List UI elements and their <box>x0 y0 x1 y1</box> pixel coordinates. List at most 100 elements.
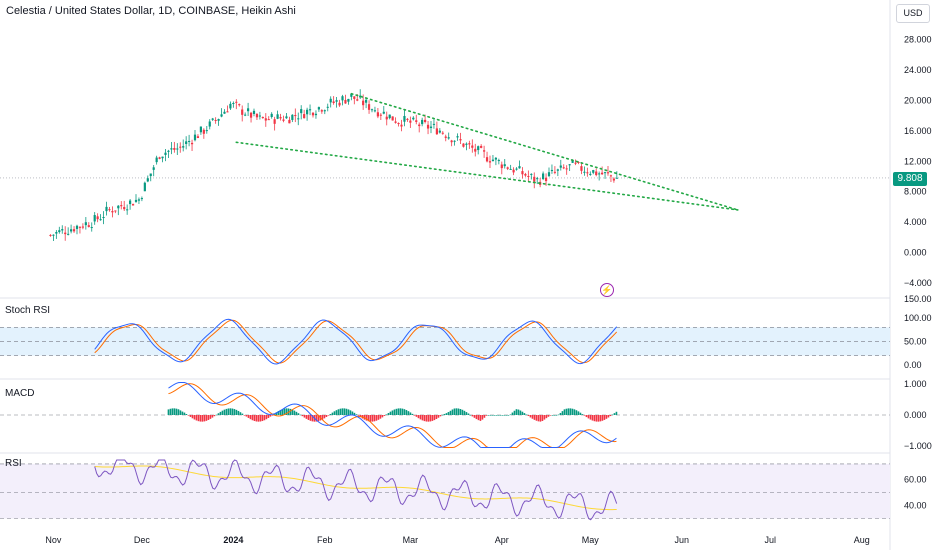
macd-histogram-bar <box>385 414 388 416</box>
macd-histogram-bar <box>177 409 180 415</box>
macd-histogram-bar <box>571 408 574 415</box>
macd-label: MACD <box>5 388 35 399</box>
macd-histogram-bar <box>231 408 234 415</box>
candle-body <box>524 173 527 176</box>
candle-body <box>117 205 120 209</box>
macd-histogram-bar <box>455 408 458 415</box>
rsi-line <box>94 459 618 521</box>
candle-body <box>494 157 497 160</box>
candle-body <box>146 178 149 182</box>
candle-body <box>308 109 312 111</box>
candle-body <box>332 101 335 103</box>
candle-body <box>208 121 211 127</box>
candle-body <box>335 100 338 102</box>
candle-body <box>220 114 223 117</box>
macd-histogram-bar <box>555 415 558 416</box>
macd-histogram-bar <box>615 411 618 415</box>
candle-body <box>432 123 436 125</box>
price-tick-label: 20.000 <box>904 96 932 106</box>
candle-body <box>568 164 571 166</box>
macd-histogram-bar <box>463 410 466 415</box>
x-tick-label: Aug <box>854 535 870 545</box>
lightning-icon[interactable]: ⚡ <box>600 283 614 297</box>
candle-body <box>61 229 64 231</box>
stoch-d-line <box>94 319 618 364</box>
x-tick-label: Jul <box>764 535 776 545</box>
macd-histogram-bar <box>519 410 522 415</box>
macd-histogram-bar <box>575 410 578 415</box>
currency-button[interactable]: USD <box>896 4 930 23</box>
candle-body <box>592 170 595 173</box>
candle-body <box>297 118 300 120</box>
macd-histogram-bar <box>299 414 302 416</box>
candle-body <box>456 136 459 138</box>
macd-histogram-bar <box>591 415 594 421</box>
candle-body <box>261 116 264 118</box>
candle-body <box>90 227 93 229</box>
candle-body <box>609 175 613 177</box>
candle-body <box>317 107 320 110</box>
macd-histogram-bar <box>541 415 544 422</box>
candle-body <box>559 165 562 168</box>
candle-body <box>196 136 200 139</box>
price-tick-label: −4.000 <box>904 278 932 288</box>
macd-histogram-bar <box>369 415 372 422</box>
candle-body <box>471 145 474 148</box>
candle-body <box>164 152 167 155</box>
candle-body <box>111 211 114 213</box>
x-tick-label: Apr <box>495 535 509 545</box>
candle-body <box>291 114 294 120</box>
candle-body <box>81 226 84 228</box>
candle-body <box>108 209 111 211</box>
candle-body <box>429 126 433 129</box>
stoch-tick-label: 50.00 <box>904 336 927 346</box>
macd-histogram-bar <box>577 411 580 415</box>
candle-body <box>303 114 306 119</box>
candle-body <box>134 199 138 202</box>
candle-body <box>577 161 580 163</box>
candle-body <box>252 110 256 115</box>
candle-body <box>453 140 456 142</box>
macd-histogram-bar <box>381 415 384 418</box>
candle-body <box>238 104 241 106</box>
macd-histogram-bar <box>215 414 218 416</box>
macd-histogram-bar <box>303 415 306 418</box>
candle-body <box>96 216 99 220</box>
macd-histogram-bar <box>489 415 492 416</box>
macd-histogram-bar <box>435 415 438 420</box>
macd-histogram-bar <box>425 415 428 422</box>
macd-histogram-bar <box>377 415 380 420</box>
macd-histogram-bar <box>379 415 382 419</box>
macd-histogram-bar <box>397 408 400 415</box>
candle-body <box>276 114 279 119</box>
candle-body <box>595 171 598 176</box>
stoch-tick-label: 100.00 <box>904 313 932 323</box>
candle-body <box>612 178 615 181</box>
candle-body <box>120 205 123 207</box>
macd-histogram-bar <box>203 415 206 422</box>
macd-histogram-bar <box>531 415 534 419</box>
candle-body <box>438 130 441 133</box>
macd-histogram-bar <box>229 408 232 415</box>
candle-body <box>350 93 353 97</box>
macd-histogram-bar <box>225 408 228 415</box>
macd-histogram-bar <box>243 415 246 416</box>
macd-histogram-bar <box>339 408 342 415</box>
candle-body <box>483 150 486 152</box>
candle-body <box>285 116 288 119</box>
macd-histogram-bar <box>301 415 304 417</box>
candle-body <box>140 198 143 200</box>
candle-body <box>415 120 418 122</box>
candle-body <box>185 141 188 144</box>
macd-histogram-bar <box>227 408 230 415</box>
macd-histogram-bar <box>257 415 260 422</box>
macd-histogram-bar <box>357 415 360 416</box>
macd-histogram-bar <box>587 415 590 419</box>
macd-histogram-bar <box>325 415 328 417</box>
macd-histogram-bar <box>201 415 204 422</box>
x-tick-label: Feb <box>317 535 333 545</box>
macd-line <box>168 381 617 449</box>
macd-histogram-bar <box>327 415 330 416</box>
macd-histogram-bar <box>423 415 426 422</box>
